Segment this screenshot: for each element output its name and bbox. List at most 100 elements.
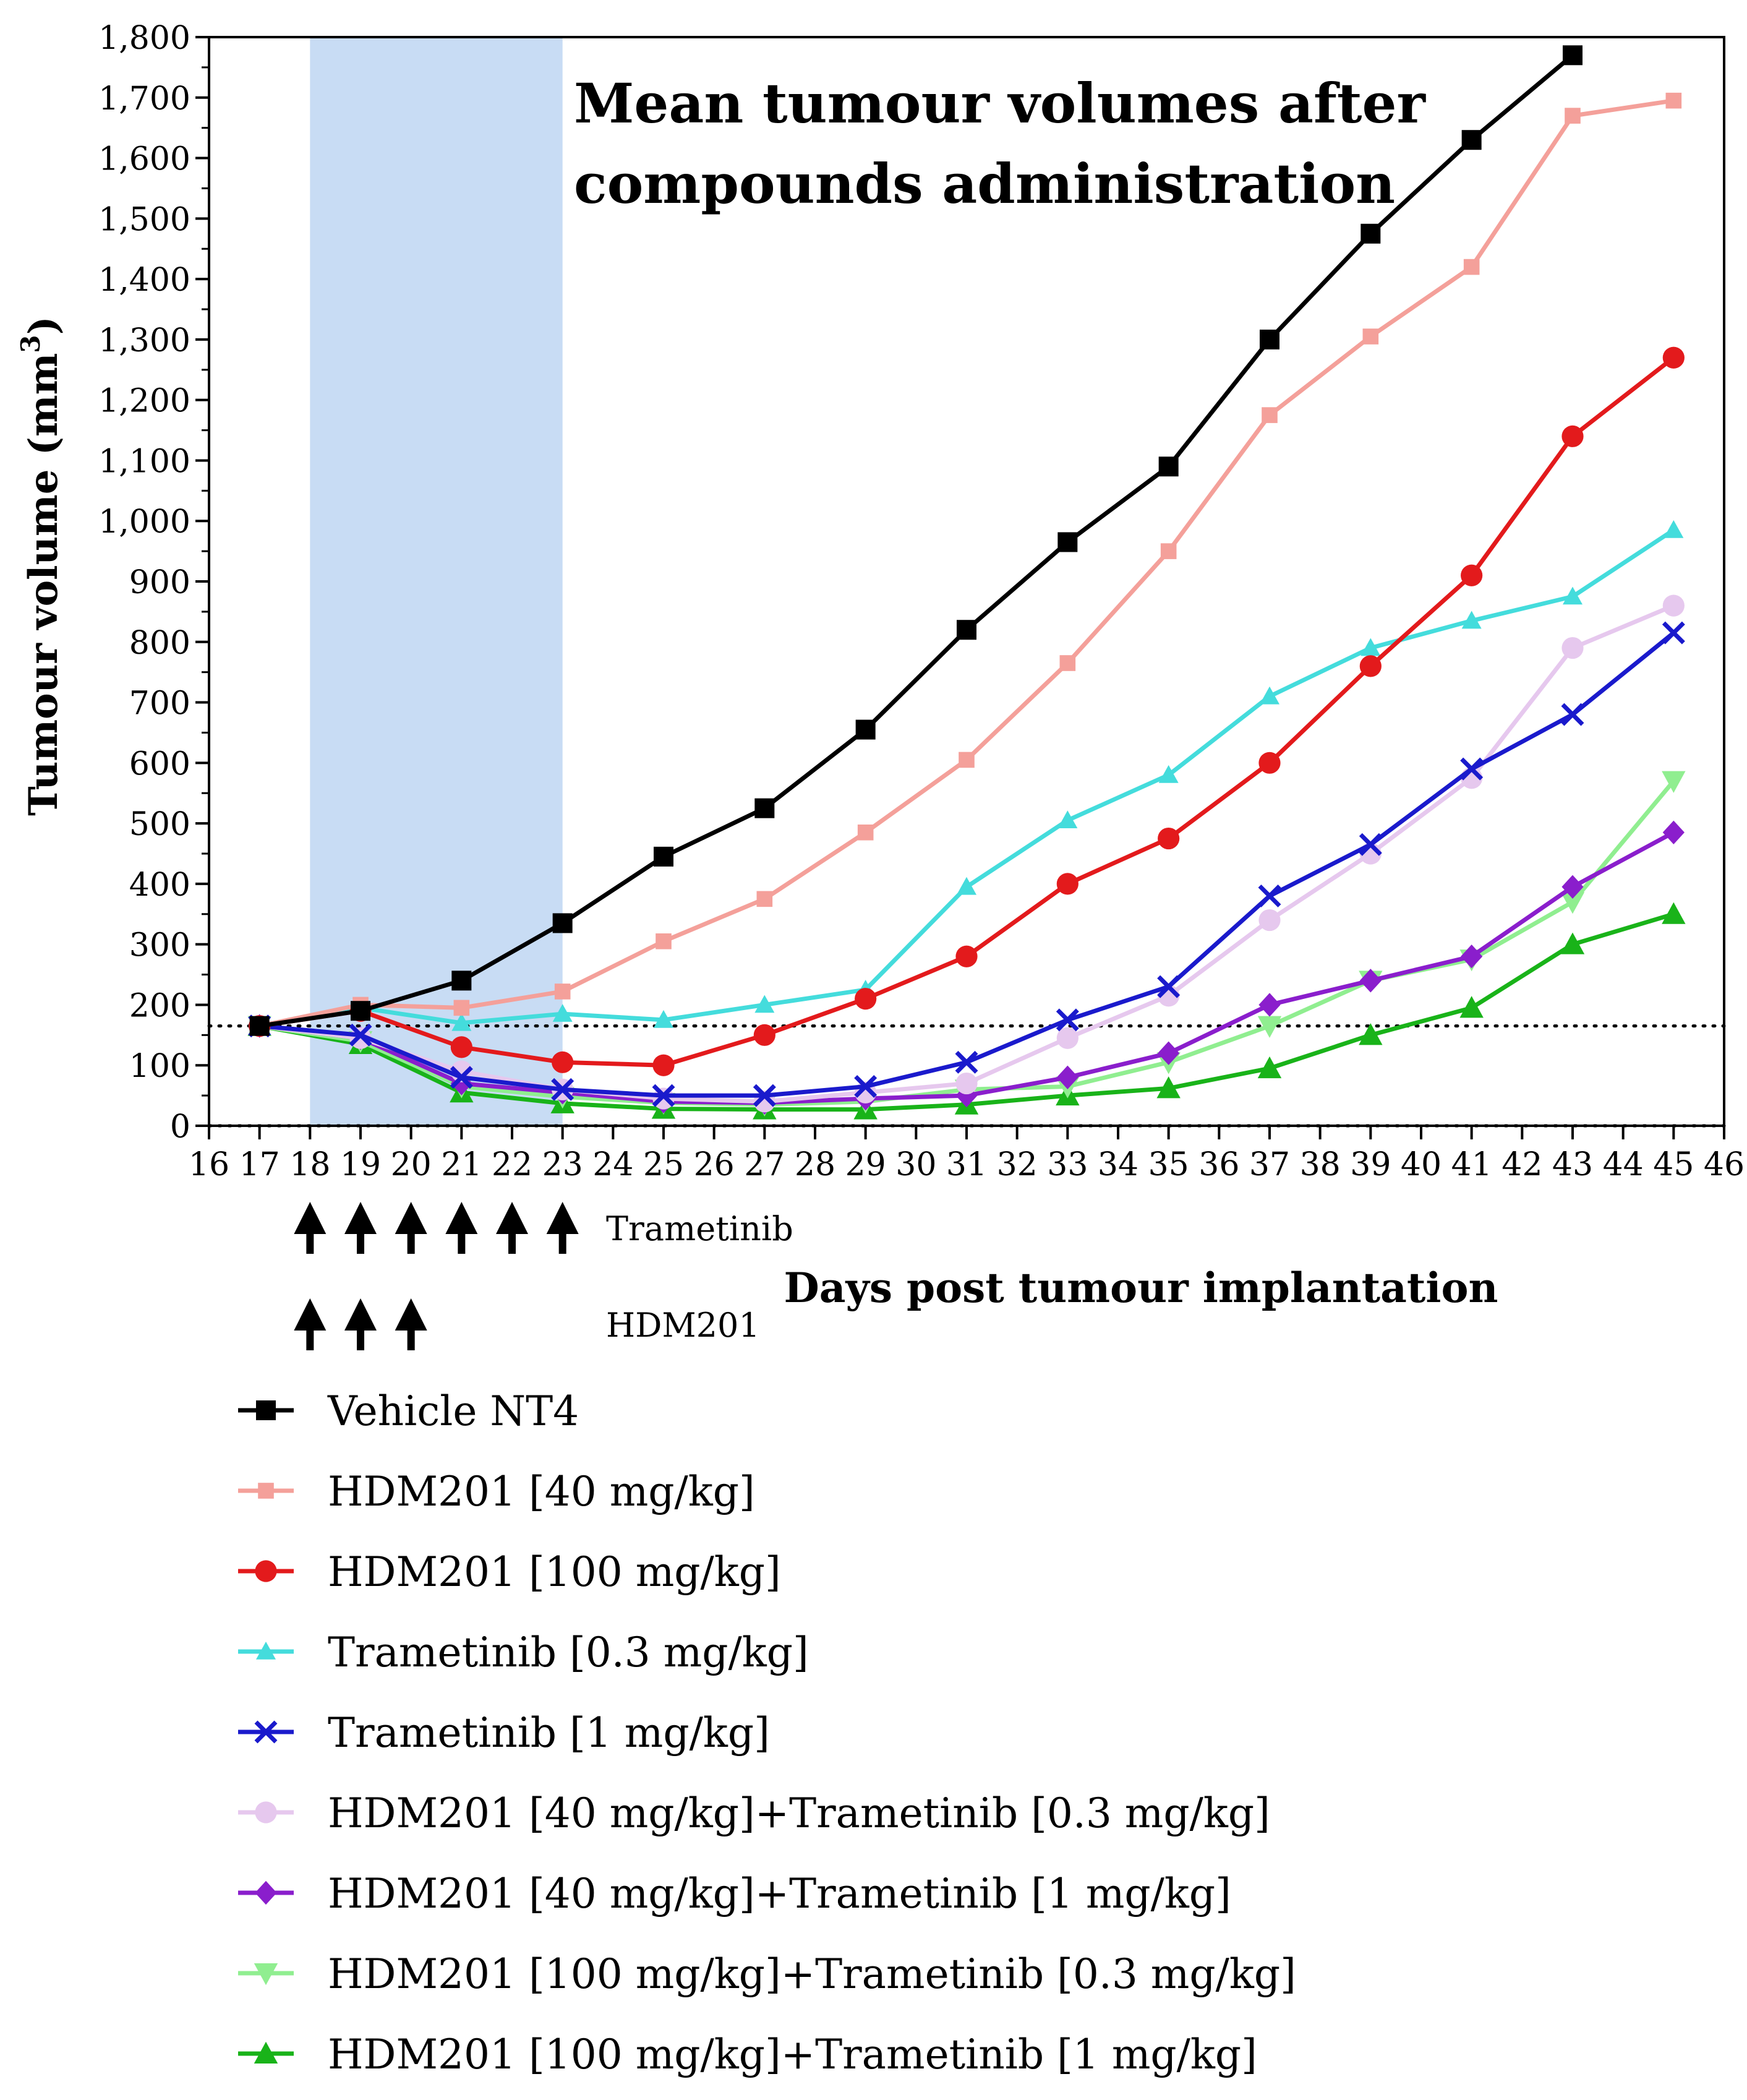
y-tick-label: 1,300 [98, 322, 190, 359]
dosing-arrow [294, 1202, 327, 1254]
y-axis-label: Tumour volume (mm3) [15, 316, 67, 816]
data-point [1260, 329, 1279, 349]
y-tick-label: 900 [129, 564, 190, 601]
dosing-arrow [445, 1202, 478, 1254]
series-1 [251, 92, 1682, 1034]
legend-item: Trametinib [0.3 mg/kg] [238, 1629, 809, 1676]
data-point [351, 1001, 370, 1021]
data-point [854, 1074, 878, 1098]
x-tick-label: 24 [592, 1146, 633, 1183]
data-point [652, 1084, 675, 1107]
legend-item: HDM201 [100 mg/kg]+Trametinib [0.3 mg/kg… [238, 1950, 1296, 1998]
arrow-head [344, 1298, 377, 1331]
arrow-shaft [558, 1232, 566, 1254]
dosing-label: HDM201 [606, 1306, 760, 1345]
legend-item: HDM201 [40 mg/kg]+Trametinib [0.3 mg/kg] [238, 1789, 1270, 1837]
cross-stroke-b [1056, 1008, 1079, 1032]
x-tick-label: 21 [441, 1146, 482, 1183]
data-point [1056, 1065, 1079, 1089]
legend-marker [254, 2041, 278, 2064]
x-tick-label: 44 [1603, 1146, 1644, 1183]
data-point [756, 891, 773, 907]
x-tick-label: 19 [340, 1146, 381, 1183]
data-point [552, 1051, 574, 1073]
y-axis-label-superscript: 3 [15, 335, 46, 353]
legend-item: HDM201 [40 mg/kg] [238, 1468, 755, 1515]
cross-stroke-b [1662, 621, 1685, 645]
data-point [1560, 892, 1585, 914]
data-point [1565, 108, 1581, 124]
data-point [1461, 611, 1482, 629]
y-tick-label: 1,200 [98, 383, 190, 420]
series-2 [249, 346, 1685, 1076]
data-point [1359, 969, 1382, 993]
cross-stroke-b [551, 1078, 575, 1101]
arrow-head [395, 1202, 427, 1234]
y-tick-label: 1,700 [98, 80, 190, 118]
data-point [855, 719, 876, 740]
y-tick-label: 200 [129, 987, 190, 1024]
cross-stroke-b [1157, 975, 1181, 998]
x-tick-label: 30 [895, 1146, 936, 1183]
x-tick-label: 27 [744, 1146, 785, 1183]
y-tick-label: 300 [129, 927, 190, 964]
x-tick-label: 37 [1249, 1146, 1290, 1183]
data-point [552, 913, 573, 933]
data-point [955, 1072, 978, 1095]
legend-item: Trametinib [1 mg/kg] [238, 1709, 770, 1757]
series-0 [249, 45, 1583, 1036]
data-point [1057, 532, 1078, 552]
x-tick-label: 45 [1653, 1146, 1694, 1183]
legend-label: HDM201 [100 mg/kg]+Trametinib [1 mg/kg] [328, 2031, 1257, 2078]
y-tick-label: 0 [170, 1108, 190, 1146]
y-tick-label: 1,600 [98, 141, 190, 178]
data-point [1662, 621, 1685, 645]
x-tick-label: 23 [542, 1146, 583, 1183]
dosing-arrow [496, 1202, 528, 1254]
data-point [249, 1016, 270, 1036]
x-tick-label: 28 [795, 1146, 835, 1183]
legend-label: HDM201 [100 mg/kg]+Trametinib [0.3 mg/kg… [328, 1950, 1296, 1998]
data-point [1360, 638, 1381, 656]
dosing-arrow [546, 1202, 579, 1254]
data-point [1160, 543, 1177, 559]
data-point [654, 1009, 673, 1028]
dosing-arrow [395, 1298, 427, 1350]
legend-label: HDM201 [100 mg/kg] [328, 1548, 781, 1596]
data-point [1258, 909, 1281, 932]
arrow-shaft [357, 1328, 364, 1350]
legend-marker [254, 1963, 278, 1986]
legend-marker [255, 1801, 277, 1824]
cross-stroke-b [1561, 703, 1584, 726]
legend-item: HDM201 [100 mg/kg]+Trametinib [1 mg/kg] [238, 2031, 1257, 2078]
data-point [1359, 655, 1382, 677]
data-point [957, 876, 976, 895]
x-tick-label: 34 [1098, 1146, 1138, 1183]
y-tick-label: 1,500 [98, 201, 190, 238]
data-point [955, 1083, 978, 1108]
y-tick-label: 800 [129, 625, 190, 662]
data-point [1463, 259, 1480, 275]
y-tick-label: 1,000 [98, 504, 190, 541]
x-tick-label: 20 [391, 1146, 432, 1183]
legend-marker [255, 1880, 277, 1905]
y-tick-label: 1,400 [98, 262, 190, 299]
legend-item: HDM201 [40 mg/kg]+Trametinib [1 mg/kg] [238, 1870, 1231, 1918]
arrow-head [445, 1202, 478, 1234]
dosing-arrow [294, 1298, 327, 1350]
data-point [1662, 346, 1685, 369]
data-point [1664, 520, 1684, 538]
legend-marker [255, 1560, 277, 1582]
x-tick-label: 38 [1300, 1146, 1341, 1183]
data-point [554, 984, 571, 1000]
data-point [955, 1050, 978, 1074]
data-point [955, 945, 978, 967]
svg-text:Tumour volume (mm3): Tumour volume (mm3) [15, 316, 67, 816]
cross-stroke-b [955, 1050, 978, 1074]
legend-label: Trametinib [1 mg/kg] [328, 1709, 770, 1757]
y-tick-label: 500 [129, 806, 190, 843]
cross-stroke-b [1258, 884, 1281, 907]
data-point [959, 752, 975, 768]
